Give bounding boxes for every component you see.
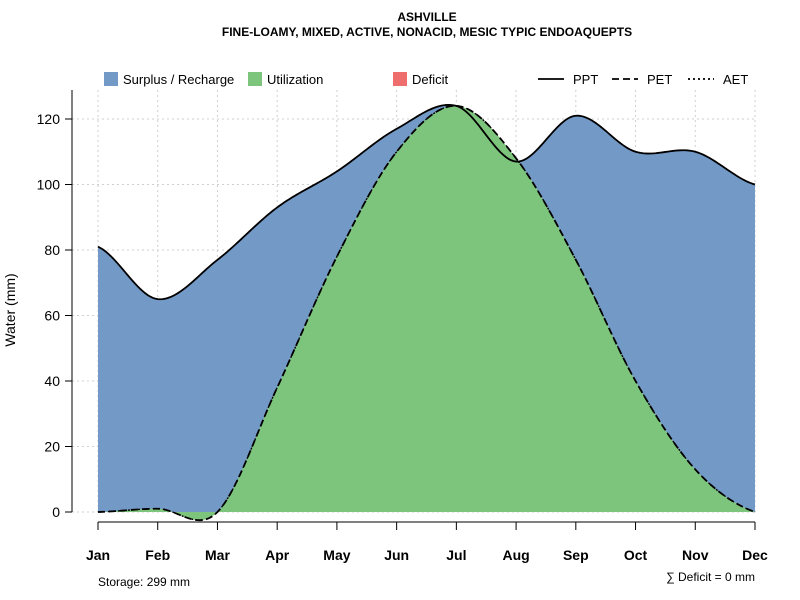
x-tick-label: Aug: [502, 547, 529, 563]
legend-label: Surplus / Recharge: [123, 72, 234, 87]
axes: 0 20 40 60 80 100 120 Jan Feb Mar Apr May Jun Jul Aug S…: [37, 90, 768, 563]
ppt-line: [97, 103, 756, 301]
y-tick-label: 40: [44, 373, 60, 389]
y-tick-label: 0: [52, 504, 60, 520]
storage-annotation: Storage: 299 mm: [98, 575, 190, 589]
x-tick-label: Dec: [742, 547, 768, 563]
y-axis-label: Water (mm): [2, 273, 18, 346]
x-tick-label: Jun: [384, 547, 409, 563]
x-tick-label: Mar: [205, 547, 230, 563]
x-tick-label: Jan: [86, 547, 110, 563]
deficit-annotation: ∑ Deficit = 0 mm: [666, 570, 755, 584]
y-tick-label: 60: [44, 308, 60, 324]
x-tick-label: May: [323, 547, 350, 563]
x-tick-label: Nov: [682, 547, 709, 563]
y-tick-label: 20: [44, 439, 60, 455]
x-tick-label: Jul: [446, 547, 466, 563]
area-fills: [98, 104, 755, 521]
x-tick-label: Sep: [563, 547, 589, 563]
legend-label: Deficit: [412, 72, 449, 87]
legend-swatch: [104, 72, 118, 86]
legend-swatch: [393, 72, 407, 86]
y-tick-label: 100: [37, 177, 61, 193]
x-tick-label: Feb: [145, 547, 170, 563]
utilization-area: [98, 105, 755, 521]
legend-label: PET: [647, 72, 672, 87]
x-tick-label: Oct: [624, 547, 648, 563]
series-lines: [97, 103, 756, 522]
legend-label: PPT: [573, 72, 598, 87]
legend-label: AET: [723, 72, 748, 87]
legend: Surplus / Recharge Utilization Deficit PPT P…: [104, 72, 748, 87]
legend-swatch: [248, 72, 262, 86]
x-tick-label: Apr: [265, 547, 290, 563]
legend-label: Utilization: [267, 72, 323, 87]
aet-line: [97, 105, 756, 521]
y-tick-label: 120: [37, 111, 61, 127]
y-tick-label: 80: [44, 242, 60, 258]
chart-subtitle: FINE-LOAMY, MIXED, ACTIVE, NONACID, MESI…: [222, 25, 632, 39]
chart-title: ASHVILLE: [397, 10, 456, 24]
